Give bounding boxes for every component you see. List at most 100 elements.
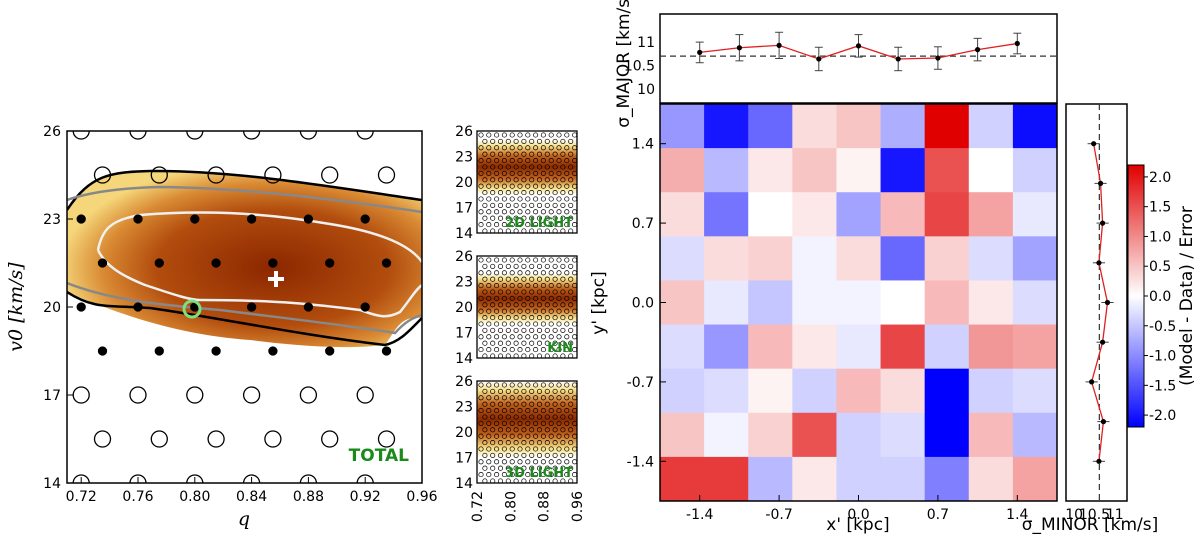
residual-cell bbox=[968, 192, 1014, 237]
grid-point bbox=[560, 452, 566, 458]
grid-point bbox=[517, 257, 523, 263]
minor-profile bbox=[1085, 141, 1114, 464]
grid-point bbox=[564, 433, 570, 439]
residual-cell bbox=[880, 192, 926, 237]
grid-point bbox=[568, 440, 574, 446]
y-tick-label: 20 bbox=[455, 425, 473, 441]
grid-point bbox=[572, 209, 578, 215]
grid-point bbox=[497, 440, 504, 446]
grid-point bbox=[497, 465, 504, 471]
grid-point bbox=[529, 138, 535, 144]
grid-point bbox=[525, 420, 531, 426]
grid-point bbox=[497, 276, 504, 282]
grid-point bbox=[540, 196, 546, 202]
small-panels: 2D LIGHT 14 17 20 23 26 KIN 14 17 20 23 26 3D LIGHT 1… bbox=[455, 124, 586, 522]
y-tick-label: -1.4 bbox=[627, 454, 654, 470]
grid-point bbox=[497, 215, 504, 221]
grid-point bbox=[540, 420, 546, 426]
parameter-grid bbox=[72, 131, 396, 483]
data-point bbox=[736, 45, 743, 51]
grid-point bbox=[517, 334, 523, 340]
grid-point bbox=[501, 334, 507, 340]
residual-cell bbox=[968, 104, 1014, 149]
grid-point bbox=[533, 472, 539, 478]
grid-point bbox=[186, 474, 204, 483]
grid-point bbox=[544, 138, 550, 144]
data-point bbox=[1104, 299, 1111, 306]
grid-point bbox=[494, 347, 500, 353]
grid-point bbox=[560, 427, 566, 433]
residual-cell bbox=[880, 412, 926, 458]
grid-point bbox=[525, 132, 531, 138]
grid-point bbox=[540, 308, 546, 314]
residual-cell bbox=[748, 192, 793, 237]
grid-point bbox=[533, 132, 539, 138]
total-x-ticks: 0.72 0.76 0.80 0.84 0.88 0.92 0.96 bbox=[66, 477, 438, 505]
major-ylabel: σ_MAJOR [km/s] bbox=[614, 0, 634, 128]
grid-point bbox=[490, 302, 496, 308]
grid-point bbox=[505, 302, 511, 308]
grid-point bbox=[533, 408, 539, 414]
grid-point bbox=[497, 263, 504, 269]
grid-point bbox=[494, 257, 500, 263]
grid-point bbox=[564, 283, 570, 289]
grid-point bbox=[482, 202, 488, 208]
grid-point bbox=[533, 347, 539, 353]
grid-point bbox=[529, 327, 535, 333]
grid-point bbox=[572, 132, 578, 138]
residual-cell bbox=[792, 412, 837, 458]
residual-cell bbox=[924, 104, 970, 149]
grid-point bbox=[536, 327, 543, 333]
grid-point bbox=[544, 452, 550, 458]
grid-point bbox=[478, 433, 484, 439]
grid-point bbox=[490, 276, 496, 282]
grid-point bbox=[536, 215, 543, 221]
y-tick-label: 10.5 bbox=[624, 59, 655, 75]
grid-point bbox=[556, 257, 562, 263]
grid-point bbox=[560, 177, 566, 183]
grid-point bbox=[482, 414, 488, 420]
grid-point bbox=[521, 340, 527, 346]
grid-point bbox=[548, 222, 554, 228]
grid-point bbox=[482, 340, 488, 346]
grid-point bbox=[299, 474, 318, 483]
grid-point bbox=[544, 190, 550, 196]
grid-point bbox=[533, 257, 539, 263]
grid-point bbox=[536, 289, 543, 295]
grid-point bbox=[497, 202, 504, 208]
grid-point bbox=[497, 327, 504, 333]
residual-cell bbox=[924, 412, 970, 458]
small-panel-kin: KIN 14 17 20 23 26 bbox=[455, 249, 578, 367]
grid-point bbox=[505, 327, 511, 333]
grid-point bbox=[509, 308, 515, 314]
y-tick-label: 23 bbox=[455, 150, 473, 166]
residual-cell bbox=[968, 148, 1014, 193]
grid-point bbox=[478, 308, 484, 314]
grid-point bbox=[478, 209, 484, 215]
grid-point bbox=[505, 202, 511, 208]
residual-cell bbox=[704, 456, 749, 502]
grid-point bbox=[525, 321, 531, 327]
grid-point bbox=[494, 209, 500, 215]
grid-point bbox=[486, 459, 492, 465]
grid-point bbox=[552, 138, 558, 144]
grid-point bbox=[525, 408, 531, 414]
residual-cell bbox=[704, 280, 749, 326]
residual-cell bbox=[924, 192, 970, 237]
residual-cell bbox=[924, 368, 970, 414]
grid-point bbox=[509, 295, 515, 301]
grid-point bbox=[517, 132, 523, 138]
small-frame bbox=[476, 255, 578, 359]
grid-point bbox=[548, 472, 554, 478]
grid-point bbox=[560, 276, 566, 282]
y-tick-label: 26 bbox=[43, 124, 61, 140]
grid-point bbox=[529, 302, 535, 308]
grid-point bbox=[544, 202, 550, 208]
grid-point bbox=[556, 459, 562, 465]
grid-point bbox=[552, 327, 558, 333]
contour-black bbox=[67, 169, 422, 211]
grid-point bbox=[568, 190, 574, 196]
grid-point bbox=[478, 170, 484, 176]
grid-point bbox=[490, 151, 496, 157]
grid-point bbox=[533, 321, 539, 327]
